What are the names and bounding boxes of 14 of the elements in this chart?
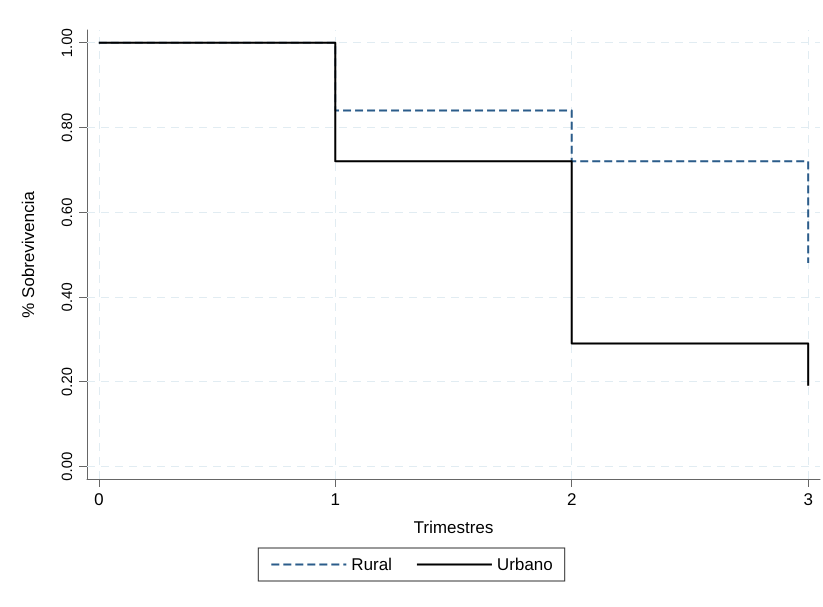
x-axis-title: Trimestres <box>414 518 494 537</box>
x-tick-label: 0 <box>94 490 104 509</box>
legend-label: Rural <box>351 555 392 574</box>
legend-label: Urbano <box>496 555 553 574</box>
x-tick-label: 1 <box>330 490 340 509</box>
y-tick-label: 0.60 <box>59 198 76 227</box>
y-tick-label: 1.00 <box>59 28 76 58</box>
x-tick-label: 3 <box>803 490 813 509</box>
y-tick-label: 0.20 <box>59 366 76 396</box>
x-tick-label: 2 <box>566 490 576 509</box>
y-tick-label: 0.40 <box>59 282 76 312</box>
y-axis-title: % Sobrevivencia <box>19 190 38 318</box>
y-tick-label: 0.00 <box>59 452 76 481</box>
y-tick-label: 0.80 <box>59 112 76 142</box>
